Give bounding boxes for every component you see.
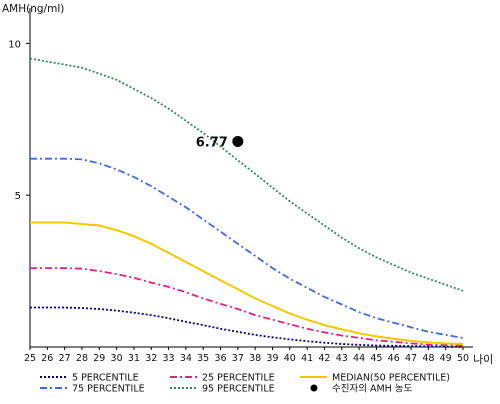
x-tick-label: 25 bbox=[24, 353, 36, 364]
legend-label: MEDIAN(50 PERCENTILE) bbox=[332, 373, 450, 384]
x-tick-label: 33 bbox=[163, 353, 175, 364]
x-tick-label: 45 bbox=[370, 353, 382, 364]
legend-marker-swatch bbox=[310, 384, 318, 392]
y-tick-label: 10 bbox=[8, 39, 21, 50]
series-line bbox=[30, 267, 464, 347]
x-tick-label: 28 bbox=[76, 353, 88, 364]
x-tick-label: 47 bbox=[405, 353, 417, 364]
x-tick-label: 35 bbox=[197, 353, 209, 364]
legend-label: 25 PERCENTILE bbox=[202, 373, 275, 384]
marker-value-label: 6.77 bbox=[196, 135, 228, 150]
x-tick-label: 32 bbox=[145, 353, 157, 364]
series-line bbox=[29, 57, 464, 292]
x-tick-label: 31 bbox=[128, 353, 140, 364]
x-tick-label: 41 bbox=[301, 353, 313, 364]
series-line bbox=[30, 306, 464, 348]
legend-label: 5 PERCENTILE bbox=[72, 373, 139, 384]
x-tick-label: 27 bbox=[59, 353, 71, 364]
x-tick-label: 38 bbox=[249, 353, 261, 364]
x-tick-label: 43 bbox=[336, 353, 348, 364]
marker-point bbox=[232, 135, 244, 147]
x-tick-label: 44 bbox=[353, 353, 365, 364]
x-tick-label: 30 bbox=[111, 353, 123, 364]
x-tick-label: 48 bbox=[422, 353, 434, 364]
x-tick-label: 49 bbox=[440, 353, 452, 364]
x-tick-label: 29 bbox=[93, 353, 105, 364]
x-tick-label: 26 bbox=[41, 353, 53, 364]
x-tick-label: 39 bbox=[266, 353, 278, 364]
legend-marker-label: 수진자의 AMH 농도 bbox=[332, 384, 413, 395]
x-axis-label: 나이 bbox=[473, 353, 493, 366]
y-tick-label: 5 bbox=[15, 191, 21, 202]
x-tick-label: 46 bbox=[388, 353, 400, 364]
x-tick-label: 50 bbox=[457, 353, 469, 364]
x-tick-label: 37 bbox=[232, 353, 244, 364]
series-line bbox=[30, 157, 464, 339]
x-tick-label: 42 bbox=[318, 353, 330, 364]
x-tick-label: 36 bbox=[214, 353, 226, 364]
legend-label: 95 PERCENTILE bbox=[202, 384, 275, 395]
y-axis-label: AMH(ng/ml) bbox=[2, 3, 64, 15]
series-line bbox=[30, 221, 464, 345]
x-tick-label: 34 bbox=[180, 353, 192, 364]
legend-label: 75 PERCENTILE bbox=[72, 384, 145, 395]
x-tick-label: 40 bbox=[284, 353, 296, 364]
